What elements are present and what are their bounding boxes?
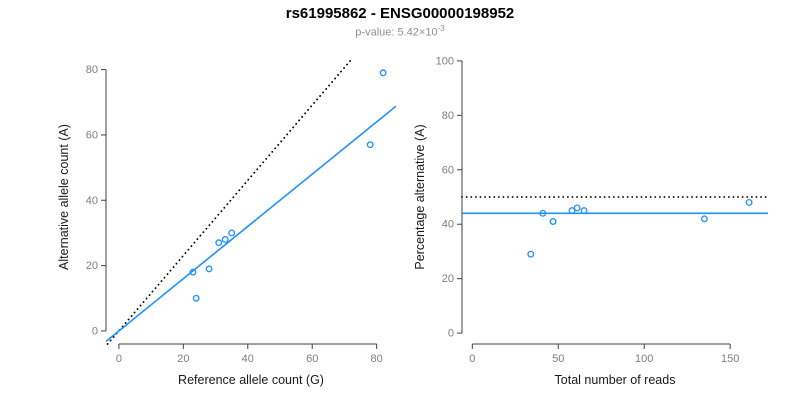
- data-point: [745, 198, 753, 206]
- y-tick-label: 60: [86, 129, 98, 141]
- data-point: [580, 207, 588, 215]
- data-point: [205, 265, 213, 273]
- y-tick-label: 40: [442, 219, 454, 231]
- y-tick-label: 100: [436, 55, 454, 67]
- x-tick-label: 0: [116, 353, 122, 365]
- data-point: [568, 207, 576, 215]
- x-tick-label: 80: [371, 353, 383, 365]
- data-point: [192, 294, 200, 302]
- data-point: [189, 268, 197, 276]
- y-tick-label: 80: [442, 110, 454, 122]
- data-point: [549, 218, 557, 225]
- y-tick-label: 0: [92, 325, 98, 337]
- data-point: [366, 141, 374, 149]
- plot-subtitle: p-value: 5.42×10-3: [0, 24, 800, 39]
- data-point: [215, 239, 223, 247]
- expected-ratio-line: [106, 57, 354, 345]
- data-point: [700, 215, 708, 223]
- y-axis-title: Alternative allele count (A): [57, 124, 71, 270]
- x-axis-title: Total number of reads: [555, 373, 676, 387]
- y-tick-label: 60: [442, 164, 454, 176]
- y-axis-title: Percentage alternative (A): [413, 124, 427, 269]
- y-tick-label: 40: [86, 195, 98, 207]
- x-tick-label: 20: [177, 353, 189, 365]
- pvalue-label: p-value: 5.42×10: [355, 26, 438, 39]
- y-tick-label: 20: [442, 273, 454, 285]
- x-axis-title: Reference allele count (G): [178, 373, 324, 387]
- data-point: [379, 69, 387, 77]
- data-point: [228, 229, 236, 237]
- data-point: [221, 236, 229, 243]
- y-tick-label: 80: [86, 64, 98, 76]
- plot-title: rs61995862 - ENSG00000198952: [285, 5, 515, 22]
- x-tick-label: 100: [635, 353, 653, 365]
- x-tick-label: 150: [721, 353, 739, 365]
- x-tick-label: 60: [306, 353, 318, 365]
- fitted-ratio-line: [105, 105, 397, 343]
- data-point: [573, 204, 581, 212]
- data-point: [539, 209, 547, 217]
- y-tick-label: 20: [86, 260, 98, 272]
- y-tick-label: 0: [448, 328, 454, 340]
- x-tick-label: 40: [242, 353, 254, 365]
- data-point: [527, 250, 535, 258]
- x-tick-label: 0: [469, 353, 475, 365]
- x-tick-label: 50: [552, 353, 564, 365]
- pvalue-exponent: -3: [437, 24, 445, 33]
